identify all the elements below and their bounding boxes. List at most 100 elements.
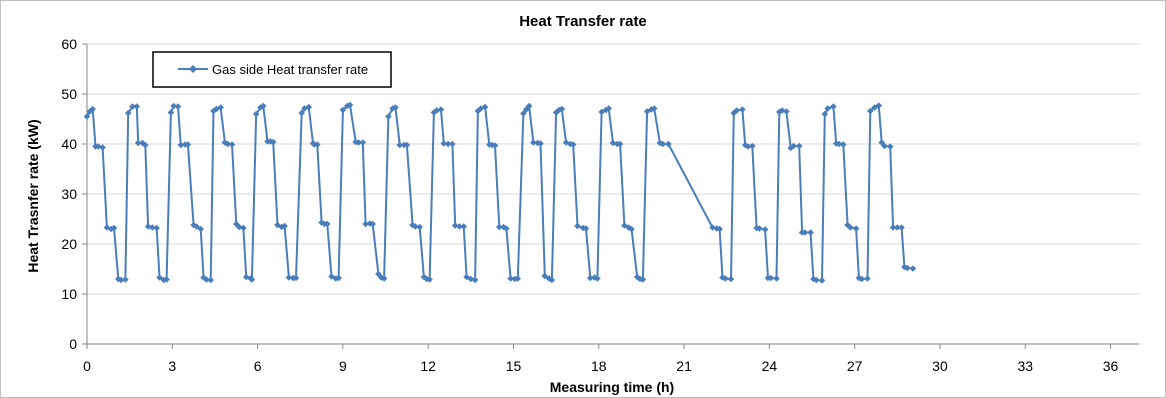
- data-point: [537, 140, 544, 147]
- data-point: [530, 139, 537, 146]
- data-point: [430, 109, 438, 116]
- data-point: [213, 105, 220, 113]
- series-layer: [83, 101, 917, 284]
- data-point: [824, 105, 831, 112]
- data-point: [269, 138, 277, 146]
- data-point: [852, 225, 860, 232]
- data-point: [875, 102, 883, 109]
- y-tick-label: 10: [61, 286, 77, 302]
- data-point: [339, 106, 347, 114]
- data-point: [217, 104, 224, 111]
- data-point: [369, 220, 377, 228]
- data-point: [795, 142, 803, 150]
- data-point: [426, 276, 433, 283]
- data-point: [335, 274, 342, 282]
- data-point: [248, 276, 256, 283]
- data-point: [495, 223, 503, 231]
- data-point: [909, 265, 917, 272]
- data-point: [778, 107, 786, 114]
- x-tick-label: 36: [1103, 358, 1119, 374]
- data-point: [591, 274, 598, 281]
- data-point: [552, 109, 560, 116]
- data-point: [380, 275, 388, 282]
- data-point: [639, 276, 647, 283]
- data-point: [609, 139, 617, 147]
- data-point: [665, 140, 672, 148]
- data-point: [323, 220, 331, 228]
- chart-title: Heat Transfer rate: [519, 13, 647, 30]
- data-point: [355, 139, 362, 146]
- data-point: [520, 110, 527, 117]
- data-point: [801, 229, 809, 236]
- data-point: [503, 225, 510, 232]
- data-point: [594, 275, 601, 282]
- data-point: [298, 109, 305, 117]
- data-point: [207, 276, 214, 284]
- x-axis-title: Measuring time (h): [550, 379, 674, 395]
- data-point: [124, 109, 132, 117]
- data-point: [285, 274, 293, 281]
- data-point: [420, 273, 428, 281]
- data-point: [525, 102, 533, 110]
- data-point: [558, 105, 566, 113]
- data-point: [812, 276, 820, 284]
- data-point: [392, 104, 399, 111]
- x-tick-label: 33: [1017, 358, 1033, 374]
- data-point: [163, 276, 170, 283]
- data-point: [460, 223, 468, 230]
- data-point: [807, 229, 814, 236]
- data-point: [403, 141, 411, 149]
- data-point: [716, 225, 723, 233]
- data-point: [569, 141, 577, 148]
- data-point: [83, 113, 91, 120]
- data-point: [274, 221, 281, 229]
- x-tick-label: 30: [932, 358, 948, 374]
- data-point: [659, 140, 667, 148]
- axes: [82, 43, 1139, 349]
- x-tick-label: 15: [506, 358, 522, 374]
- data-point: [605, 105, 613, 112]
- data-point: [749, 142, 756, 150]
- data-point: [889, 224, 897, 231]
- data-point: [867, 107, 874, 115]
- legend-label: Gas side Heat transfer rate: [212, 62, 368, 77]
- data-point: [722, 275, 729, 282]
- data-point: [167, 109, 175, 116]
- data-point: [129, 103, 136, 110]
- data-point: [648, 106, 655, 113]
- data-point: [783, 108, 790, 115]
- data-point: [541, 272, 549, 280]
- data-point: [444, 140, 452, 148]
- data-point: [440, 140, 448, 147]
- y-tick-label: 60: [61, 36, 77, 52]
- data-point: [477, 105, 485, 112]
- data-point: [305, 103, 313, 111]
- data-point: [864, 275, 871, 282]
- data-point: [89, 105, 96, 113]
- data-point: [548, 276, 556, 284]
- data-point: [628, 225, 635, 233]
- data-point: [903, 264, 911, 272]
- data-point: [491, 142, 499, 149]
- data-point: [228, 141, 236, 148]
- data-point: [385, 113, 392, 120]
- data-point: [832, 140, 840, 147]
- data-point: [871, 104, 878, 111]
- data-point: [193, 223, 200, 230]
- data-point: [292, 274, 300, 282]
- data-point: [346, 101, 354, 109]
- data-point: [197, 225, 205, 233]
- y-tick-label: 50: [61, 86, 77, 102]
- data-point: [650, 105, 658, 112]
- data-point: [141, 141, 149, 149]
- y-tick-label: 40: [61, 136, 77, 152]
- data-point: [481, 103, 489, 111]
- data-point: [467, 275, 475, 283]
- data-point: [362, 220, 369, 228]
- data-point: [133, 103, 141, 110]
- data-point: [396, 141, 404, 149]
- data-point: [160, 276, 168, 284]
